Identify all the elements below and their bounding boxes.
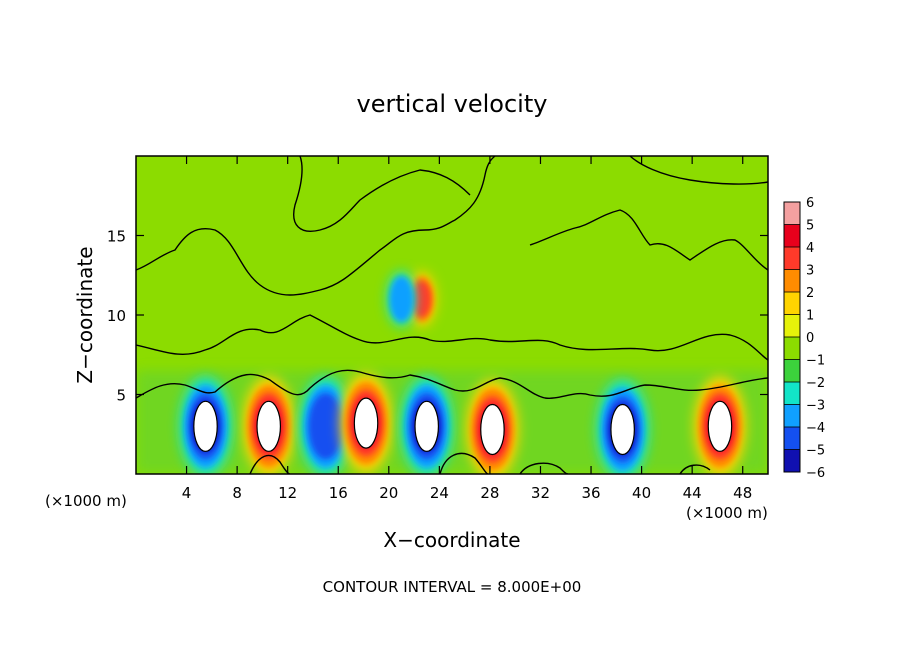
closed-contour [193,400,218,452]
y-tick-label: 15 [107,228,126,246]
contour-line-top [293,156,471,232]
colorbar-swatch [784,314,800,337]
x-axis: 4 8 12 16 20 24 28 32 36 40 44 48 [182,156,752,502]
colorbar-swatch [784,359,800,382]
colorbar-label: −3 [806,399,825,414]
field-level [308,393,343,460]
colorbar-label: 6 [806,196,814,211]
closed-contour [610,403,635,456]
field-level [412,280,432,318]
x-tick-label: 12 [278,484,297,502]
closed-contour [414,400,440,452]
colorbar-label: 2 [806,286,814,301]
colorbar-label: 3 [806,264,814,279]
x-tick-label: 36 [581,484,600,502]
contour-line-right [529,209,768,271]
x-unit-right: (×1000 m) [686,504,768,522]
y-axis-label: Z−coordinate [73,246,97,383]
closed-contour [256,400,282,452]
contour-lines [136,156,768,474]
colorbar-swatch [784,269,800,292]
colorbar-swatch [784,404,800,427]
y-tick-label: 5 [116,387,126,405]
y-axis: 5 10 15 [107,228,768,405]
x-tick-label: 44 [683,484,702,502]
closed-contours [193,397,733,456]
closed-contour [353,397,379,449]
contour-line-upper [136,156,496,296]
x-tick-label: 16 [329,484,348,502]
colorbar-swatch [784,202,800,225]
colorbar-swatch [784,247,800,270]
colorbar-label: −4 [806,421,825,436]
colorbar-swatch [784,382,800,405]
x-tick-label: 8 [232,484,242,502]
x-tick-label: 28 [480,484,499,502]
x-axis-label: X−coordinate [383,528,520,552]
closed-contour [480,403,505,456]
x-tick-label: 32 [531,484,550,502]
field-level [389,276,414,322]
chart-title: vertical velocity [357,90,548,118]
plot-area [135,155,769,475]
colorbar-label: 4 [806,241,814,256]
contour-interval-note: CONTOUR INTERVAL = 8.000E+00 [323,578,582,596]
colorbar-label: −5 [806,444,825,459]
colorbar-swatch [784,224,800,247]
contour-line-bottom [249,452,711,474]
downdraft-cell [299,376,352,474]
downdraft-cell [387,271,416,327]
colorbar-label: −6 [806,466,825,481]
colorbar-swatch [784,427,800,450]
colorbar-label: −1 [806,354,825,369]
x-tick-label: 48 [733,484,752,502]
closed-contour [707,400,733,452]
x-unit-left: (×1000 m) [45,492,127,510]
colorbar: 6 5 4 3 2 1 0 −1 −2 −3 −4 −5 −6 [783,196,825,481]
y-tick-label: 10 [107,307,126,325]
colorbar-label: 5 [806,219,814,234]
updraft-cell [407,271,436,327]
colorbar-label: −2 [806,376,825,391]
colorbar-swatch [784,292,800,315]
colorbar-label: 1 [806,309,814,324]
contour-line-rightcloud [629,156,768,185]
contour-line-mid [136,314,768,361]
x-tick-label: 40 [632,484,651,502]
x-tick-label: 20 [379,484,398,502]
contour-line-lower [136,369,768,399]
colorbar-swatch [784,449,800,472]
x-tick-label: 4 [182,484,192,502]
colorbar-swatch [784,337,800,360]
x-tick-label: 24 [430,484,449,502]
colorbar-label: 0 [806,331,814,346]
